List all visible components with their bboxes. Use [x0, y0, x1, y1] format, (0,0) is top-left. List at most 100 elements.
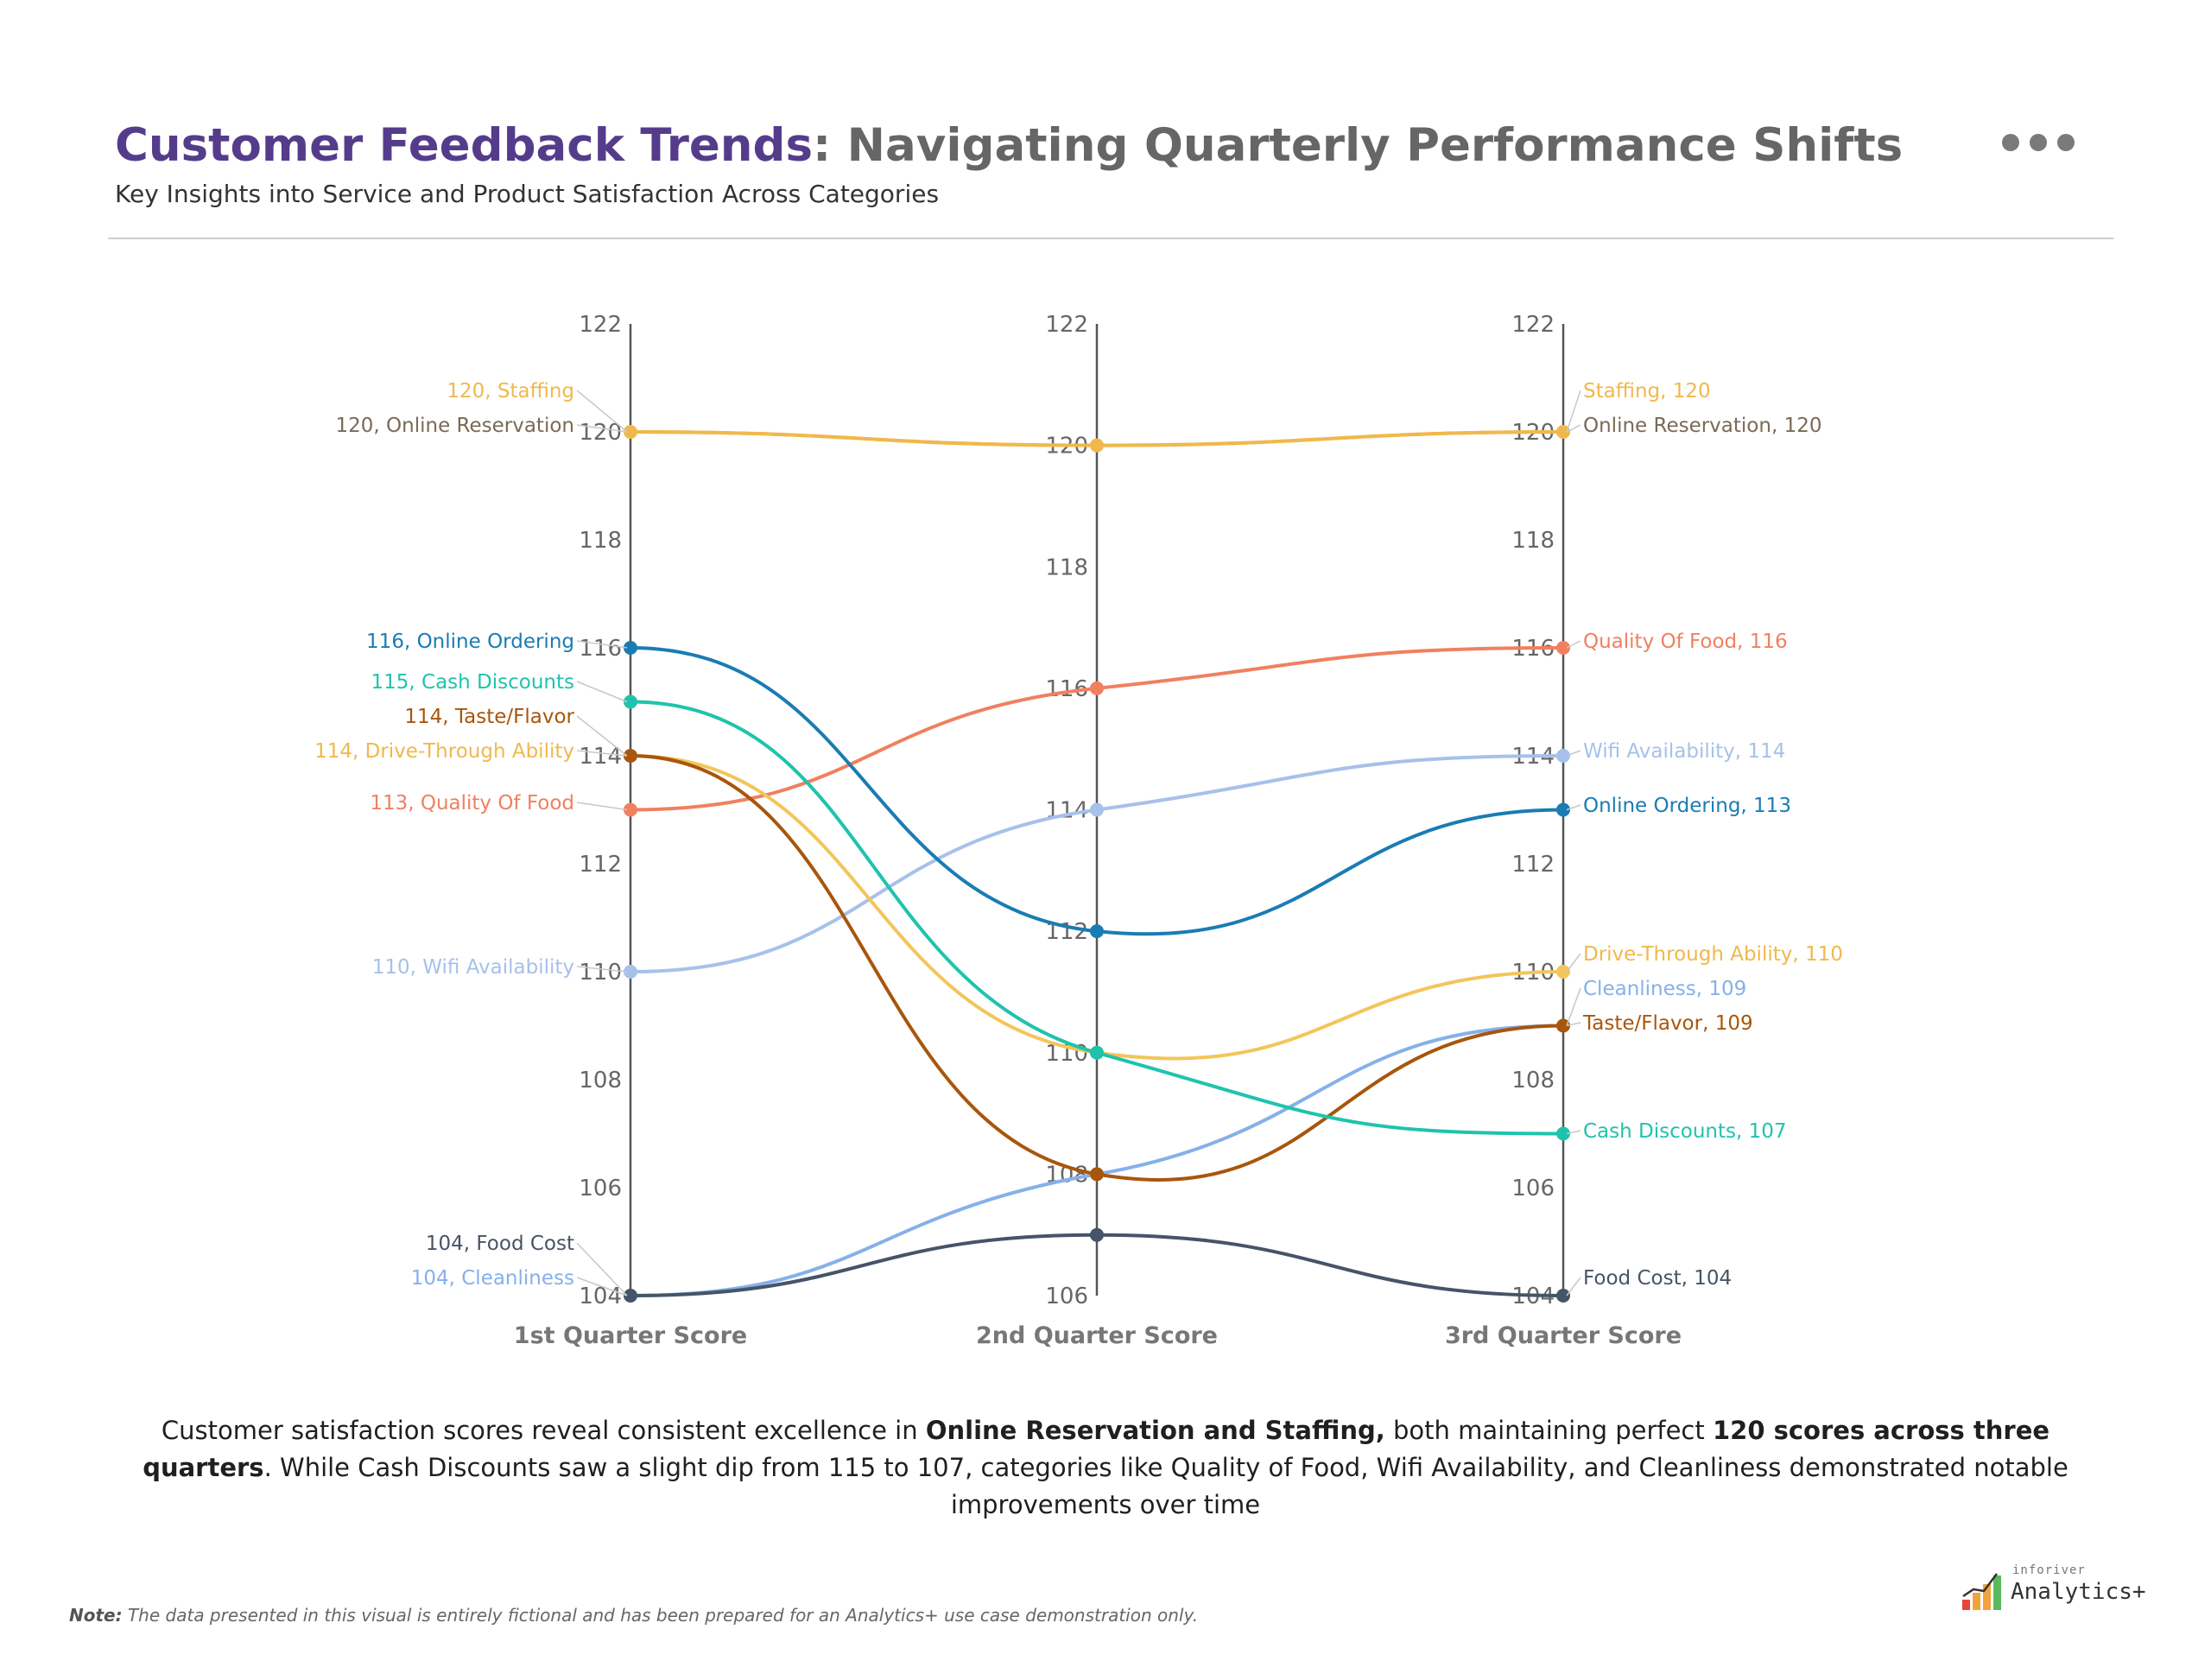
axis-tick-label: 104: [579, 1284, 622, 1309]
right-data-label: Wifi Availability, 114: [1583, 740, 1785, 763]
label-leader-line: [576, 966, 628, 973]
title-subtitle: Navigating Quarterly Performance Shifts: [831, 119, 1904, 172]
chart-title: Customer Feedback Trends: Navigating Qua…: [115, 119, 1903, 173]
series-line: [630, 754, 1564, 1061]
left-data-label: 120, Staffing: [447, 380, 574, 403]
axis-title: 3rd Quarter Score: [1445, 1322, 1682, 1349]
data-point: [1090, 1167, 1104, 1182]
logo-small-text: inforiver: [2012, 1563, 2086, 1577]
data-point: [1556, 1018, 1570, 1033]
more-horizontal-icon[interactable]: [2002, 130, 2080, 155]
analytics-logo: inforiver Analytics+: [1961, 1563, 2159, 1615]
label-leader-line: [1566, 1277, 1581, 1296]
data-point: [1090, 924, 1104, 939]
footnote: Note: The data presented in this visual …: [69, 1605, 1198, 1626]
right-data-label: Food Cost, 104: [1583, 1267, 1732, 1290]
data-point: [1090, 438, 1104, 453]
footnote-text: The data presented in this visual is ent…: [122, 1605, 1199, 1626]
left-data-label: 110, Wifi Availability: [372, 956, 574, 979]
axis-tick-label: 116: [579, 636, 622, 662]
left-data-label: 114, Drive-Through Ability: [314, 740, 574, 763]
left-data-label: 113, Quality Of Food: [370, 792, 574, 815]
series-line: [630, 700, 1564, 1136]
data-point: [624, 802, 637, 817]
summary-text-1: Customer satisfaction scores reveal cons…: [161, 1416, 926, 1445]
right-data-label: Staffing, 120: [1583, 380, 1711, 403]
header-divider: [108, 238, 2113, 239]
slope-chart: 104 106 108 110 112 114 116 118 120 122 1st Quarte…: [314, 312, 1843, 1349]
label-leader-line: [576, 640, 628, 649]
summary-bold-2: 120 scores across three quarters: [143, 1416, 2050, 1482]
label-leader-line: [576, 1277, 628, 1296]
axis-tick-label: 122: [579, 312, 622, 338]
axis-title: 2nd Quarter Score: [976, 1322, 1218, 1349]
left-data-label: 116, Online Ordering: [366, 631, 574, 653]
label-leader-line: [1566, 1130, 1581, 1135]
axis-tick-label: 122: [1511, 312, 1555, 338]
label-leader-line: [1566, 804, 1581, 811]
axis-tick-label: 106: [579, 1176, 622, 1201]
right-data-label: Online Reservation, 120: [1583, 415, 1821, 437]
axis-tick-label: 118: [1045, 555, 1088, 580]
axis-title: 1st Quarter Score: [514, 1322, 747, 1349]
label-leader-line: [576, 681, 628, 703]
chart-summary: Customer satisfaction scores reveal cons…: [112, 1412, 2099, 1524]
right-data-label: Quality Of Food, 116: [1583, 631, 1788, 653]
label-leader-line: [1566, 640, 1581, 649]
label-leader-line: [576, 802, 628, 811]
left-data-label: 104, Cleanliness: [411, 1267, 574, 1290]
summary-bold-1: Online Reservation and Staffing,: [925, 1416, 1385, 1445]
data-point: [624, 965, 637, 979]
right-data-label: Online Ordering, 113: [1583, 795, 1791, 817]
axis-tick-label: 118: [1511, 528, 1555, 554]
data-point: [1556, 1126, 1570, 1141]
data-point: [1556, 965, 1570, 979]
axis-tick-label: 108: [1511, 1068, 1555, 1094]
summary-text-2: both maintaining perfect: [1384, 1416, 1713, 1445]
axis-tick-label: 118: [579, 528, 622, 554]
axis-tick-label: 122: [1045, 312, 1088, 338]
label-leader-line: [1566, 390, 1581, 433]
data-point: [1556, 1289, 1570, 1303]
menu-dot: [2002, 134, 2019, 151]
menu-dot: [2057, 134, 2075, 151]
data-point: [624, 1289, 637, 1303]
right-data-label: Taste/Flavor, 109: [1582, 1012, 1753, 1035]
axis-tick-label: 112: [1511, 852, 1555, 878]
data-point: [624, 425, 637, 439]
logo-bars-icon: [1962, 1573, 2001, 1610]
right-data-label: Cash Discounts, 107: [1583, 1120, 1787, 1143]
label-leader-line: [1566, 1022, 1581, 1027]
summary-text-3: . While Cash Discounts saw a slight dip …: [263, 1453, 2068, 1519]
axis-tick-label: 110: [1045, 1041, 1088, 1067]
left-data-label: 120, Online Reservation: [336, 415, 574, 437]
data-point: [1556, 425, 1570, 439]
label-leader-line: [576, 424, 628, 433]
menu-dot: [2030, 134, 2047, 151]
right-data-label: Drive-Through Ability, 110: [1583, 943, 1843, 966]
axis-tick-label: 106: [1045, 1284, 1088, 1309]
data-point: [1090, 1045, 1104, 1060]
data-point: [1090, 802, 1104, 817]
series-line: [630, 754, 1564, 1182]
data-point: [1090, 1227, 1104, 1242]
data-point: [1090, 681, 1104, 695]
series-line: [630, 646, 1564, 936]
title-separator: :: [813, 119, 832, 172]
label-leader-line: [576, 390, 628, 433]
right-data-label: Cleanliness, 109: [1583, 978, 1746, 1000]
axis-tick-label: 110: [579, 960, 622, 986]
logo-big-text: Analytics+: [2011, 1579, 2146, 1605]
data-point: [624, 749, 637, 763]
data-point: [624, 694, 637, 709]
axis-tick-label: 112: [579, 852, 622, 878]
label-leader-line: [576, 715, 628, 757]
footnote-label: Note:: [69, 1605, 123, 1626]
left-data-label: 114, Taste/Flavor: [404, 706, 574, 728]
left-data-label: 115, Cash Discounts: [371, 671, 574, 694]
chart-header: Customer Feedback Trends: Navigating Qua…: [115, 119, 1903, 208]
label-leader-line: [1566, 424, 1581, 433]
data-point: [624, 641, 637, 655]
chart-subtitle: Key Insights into Service and Product Sa…: [115, 180, 940, 208]
axis-tick-label: 114: [579, 744, 622, 770]
